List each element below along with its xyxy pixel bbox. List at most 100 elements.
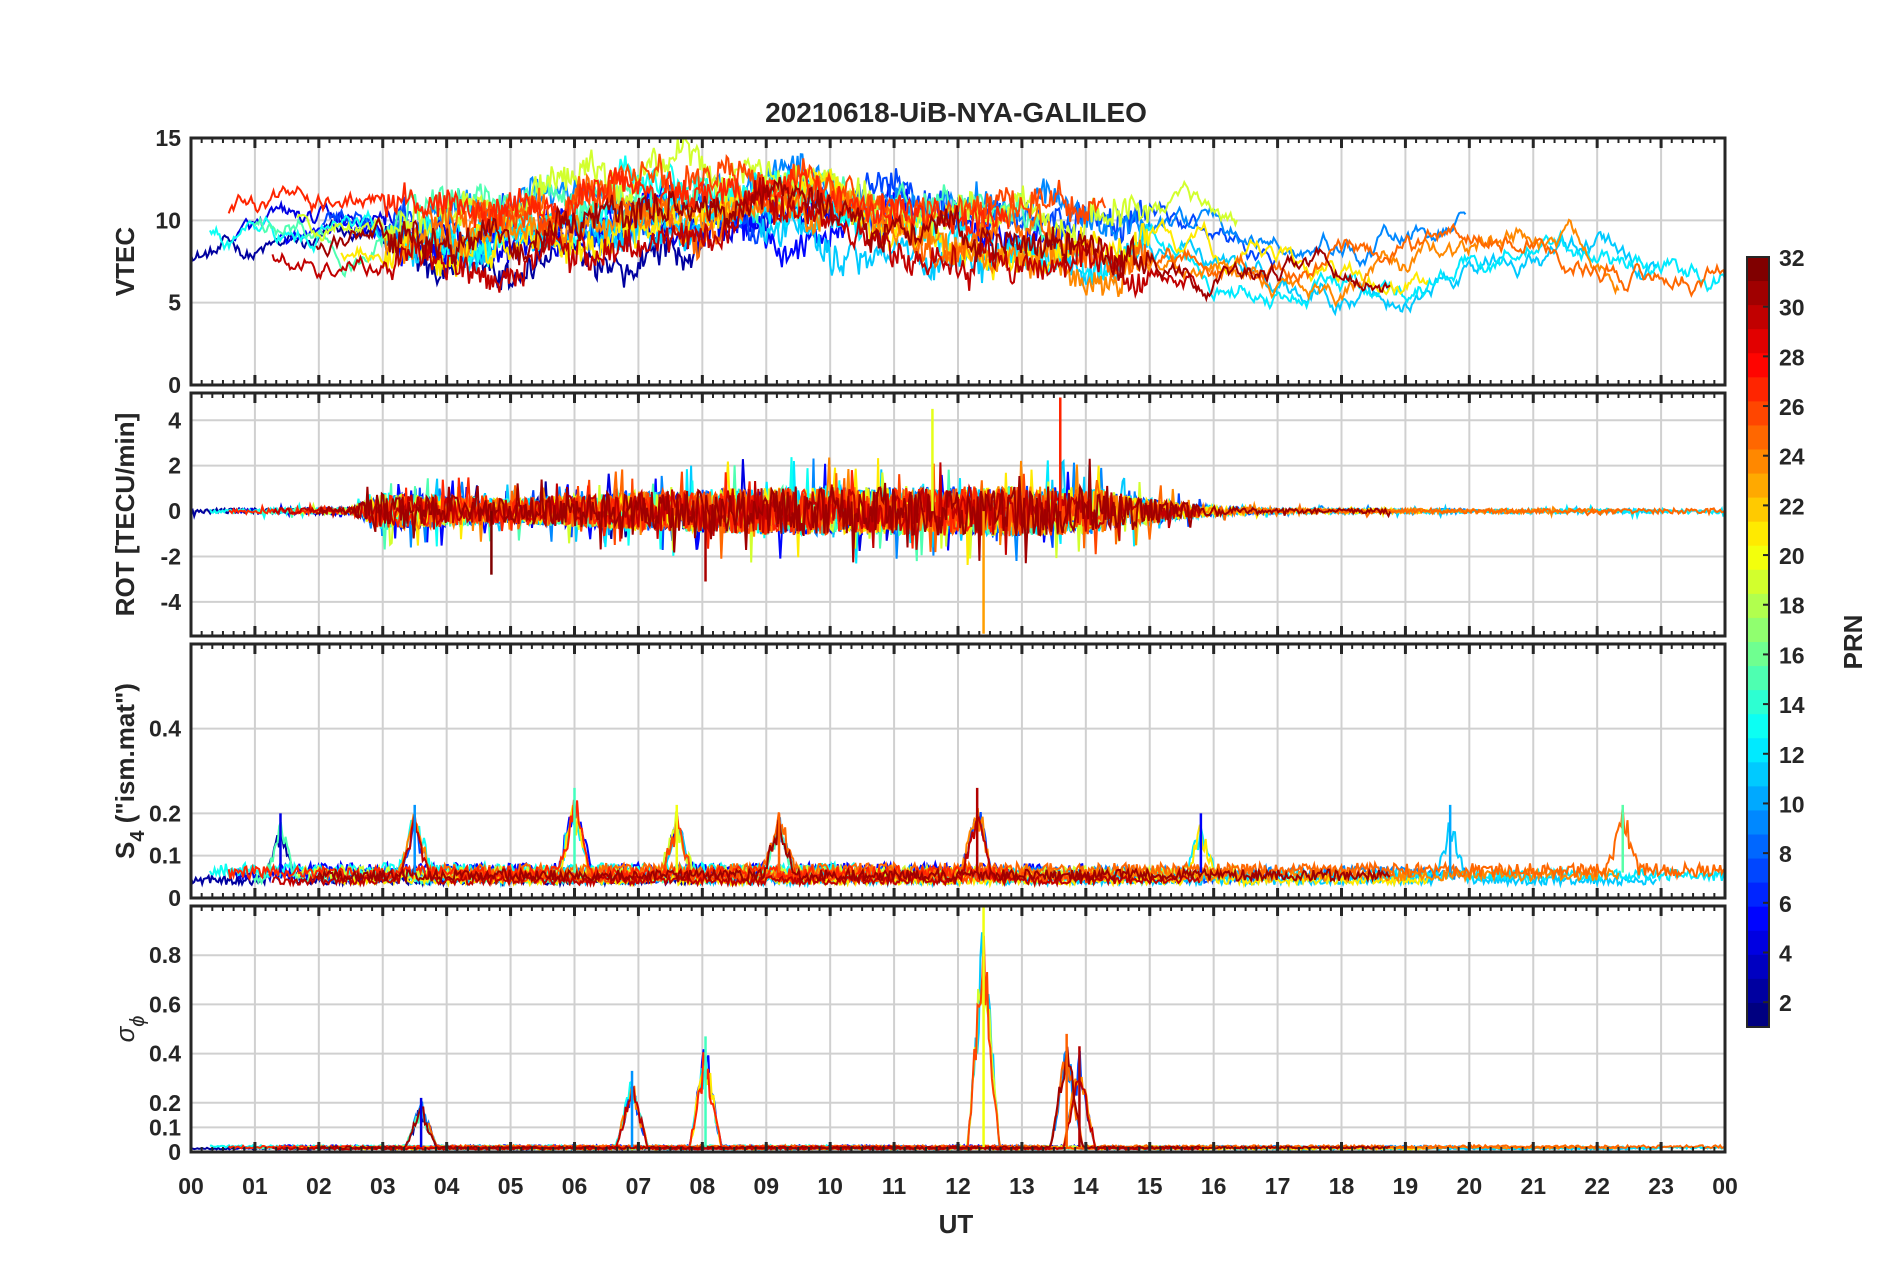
x-tick-label: 15 xyxy=(1137,1173,1163,1199)
colorbar-segment xyxy=(1747,497,1769,523)
series-prn-31 xyxy=(316,819,1391,885)
x-tick-label: 03 xyxy=(370,1173,396,1199)
x-tick-label: 00 xyxy=(1712,1173,1738,1199)
colorbar-tick-label: 2 xyxy=(1779,990,1792,1016)
x-tick-label: 02 xyxy=(306,1173,332,1199)
y-tick-label: 0 xyxy=(168,1139,181,1165)
series-prn-31 xyxy=(315,1046,1391,1151)
y-tick-label: 0 xyxy=(168,498,181,524)
colorbar-segment xyxy=(1747,305,1769,330)
x-tick-label: 06 xyxy=(562,1173,588,1199)
series-prn-24 xyxy=(384,1076,1620,1151)
panel-3: 00.10.20.4S4 ("ism.mat") xyxy=(110,642,1727,911)
x-tick-label: 07 xyxy=(626,1173,652,1199)
colorbar-tick-label: 28 xyxy=(1779,344,1805,370)
x-tick-label: 11 xyxy=(882,1173,907,1199)
series-prn-26 xyxy=(471,153,1107,237)
y-tick-label: 0 xyxy=(168,885,181,911)
y-tick-label: 0.6 xyxy=(149,991,181,1017)
colorbar-segment xyxy=(1747,666,1769,691)
colorbar-segment xyxy=(1747,714,1769,739)
colorbar-segment xyxy=(1747,473,1769,499)
colorbar-tick-label: 6 xyxy=(1779,891,1792,917)
series-prn-5 xyxy=(278,1049,1084,1150)
x-tick-label: 22 xyxy=(1584,1173,1610,1199)
x-tick-label: 10 xyxy=(817,1173,843,1199)
y-tick-label: -4 xyxy=(161,589,182,615)
y-tick-label: 5 xyxy=(168,290,181,316)
colorbar-segment xyxy=(1747,810,1769,835)
colorbar-segment xyxy=(1747,978,1769,1004)
colorbar-tick-label: 12 xyxy=(1779,742,1805,768)
colorbar-segment xyxy=(1747,593,1769,619)
colorbar-segment xyxy=(1747,690,1769,715)
series-lines xyxy=(191,138,1725,317)
y-axis-label-sub: 4 xyxy=(127,830,149,842)
x-tick-label: 21 xyxy=(1520,1173,1546,1199)
colorbar-segment xyxy=(1747,521,1769,547)
colorbar-segment xyxy=(1747,930,1769,956)
colorbar-tick-label: 30 xyxy=(1779,295,1805,321)
colorbar-segment xyxy=(1747,642,1769,667)
colorbar-segment xyxy=(1747,401,1769,426)
y-axis-label-rest: ("ism.mat") xyxy=(110,683,140,830)
x-tick-label: 00 xyxy=(178,1173,204,1199)
x-tick-label: 17 xyxy=(1265,1173,1291,1199)
series-lines xyxy=(191,787,1725,889)
series-prn-9 xyxy=(365,1050,1466,1150)
x-tick-label: 18 xyxy=(1329,1173,1355,1199)
y-tick-label: 0.8 xyxy=(149,942,181,968)
x-axis-label: UT xyxy=(939,1209,974,1239)
x-tick-label: 08 xyxy=(690,1173,716,1199)
panel-4: 00.10.2 0.4 0.6 0.8 σϕ xyxy=(110,904,1727,1165)
chart-title: 20210618-UiB-NYA-GALILEO xyxy=(765,97,1147,128)
y-tick-label: 10 xyxy=(155,207,181,233)
x-tick-label: 16 xyxy=(1201,1173,1227,1199)
series-prn-13 xyxy=(209,1080,857,1150)
colorbar-tick-label: 22 xyxy=(1779,493,1805,519)
colorbar-segment xyxy=(1747,762,1769,787)
colorbar-tick-label: 32 xyxy=(1779,245,1805,271)
colorbar-segment xyxy=(1747,425,1769,450)
colorbar-segment xyxy=(1747,545,1769,571)
colorbar-tick-label: 18 xyxy=(1779,593,1805,619)
y-tick-label: 0.4 xyxy=(149,1041,181,1067)
series-prn-27 xyxy=(227,799,1010,883)
y-tick-label: 0.4 xyxy=(149,716,181,742)
y-tick-label: 0.2 xyxy=(149,1090,181,1116)
series-prn-21 xyxy=(341,1065,1428,1152)
colorbar-tick-label: 10 xyxy=(1779,791,1805,817)
colorbar-tick-label: 4 xyxy=(1779,940,1792,966)
colorbar-label: PRN xyxy=(1838,615,1868,670)
colorbar-tick-label: 14 xyxy=(1779,692,1805,718)
x-tick-label: 23 xyxy=(1648,1173,1674,1199)
colorbar-segment xyxy=(1747,834,1769,860)
x-tick-label: 12 xyxy=(945,1173,971,1199)
colorbar-frame xyxy=(1746,256,1770,1028)
y-tick-label: -2 xyxy=(161,544,181,570)
series-prn-15 xyxy=(253,1108,1047,1151)
y-tick-label: 2 xyxy=(168,453,181,479)
x-tick-label: 04 xyxy=(434,1173,460,1199)
series-prn-31 xyxy=(315,458,1392,564)
colorbar-segment xyxy=(1747,377,1769,402)
colorbar-segment xyxy=(1747,353,1769,378)
y-tick-label: 0.1 xyxy=(149,1114,181,1140)
series-prn-7 xyxy=(321,1050,1276,1151)
x-tick-labels: 00 01 02 03 04 05 06 07 08 09 10 11 12 13 14 15 16 17 18 19… xyxy=(178,1173,1738,1199)
series-prn-31 xyxy=(315,176,1391,303)
series-prn-30 xyxy=(271,176,1200,299)
y-axis-label-main: σ xyxy=(110,1025,140,1042)
panel-2: -4 -2 0 2 4 ROT [TECU/min] xyxy=(110,391,1727,638)
y-axis-label: S4 ("ism.mat") xyxy=(110,683,149,859)
colorbar-tick-label: 16 xyxy=(1779,642,1805,668)
colorbar-segment xyxy=(1747,906,1769,932)
colorbar-segment xyxy=(1747,858,1769,884)
y-tick-label: 4 xyxy=(168,407,181,433)
x-tick-label: 20 xyxy=(1457,1173,1483,1199)
y-tick-label: 0.1 xyxy=(149,843,181,869)
colorbar-segment xyxy=(1747,1002,1769,1028)
colorbar-segment xyxy=(1747,329,1769,354)
